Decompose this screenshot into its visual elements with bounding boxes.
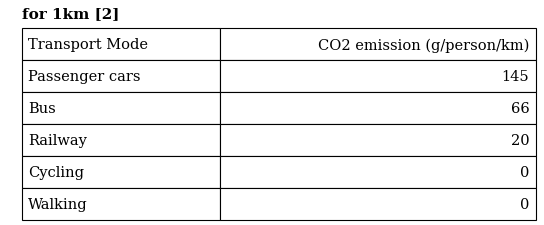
Bar xyxy=(220,125,536,157)
Text: 0: 0 xyxy=(520,166,529,180)
Bar xyxy=(220,157,536,189)
Bar xyxy=(22,61,220,93)
Text: Bus: Bus xyxy=(28,102,56,116)
Text: Railway: Railway xyxy=(28,134,87,148)
Bar xyxy=(22,29,220,61)
Text: Walking: Walking xyxy=(28,198,88,212)
Bar xyxy=(22,125,220,157)
Bar xyxy=(220,189,536,220)
Text: Cycling: Cycling xyxy=(28,166,84,180)
Text: 66: 66 xyxy=(511,102,529,116)
Bar xyxy=(22,189,220,220)
Text: CO2 emission (g/person/km): CO2 emission (g/person/km) xyxy=(318,38,529,52)
Text: 145: 145 xyxy=(502,70,529,84)
Text: Transport Mode: Transport Mode xyxy=(28,38,149,52)
Text: for 1km [2]: for 1km [2] xyxy=(22,7,119,21)
Text: Passenger cars: Passenger cars xyxy=(28,70,141,84)
Bar xyxy=(220,93,536,125)
Bar xyxy=(22,93,220,125)
Text: 20: 20 xyxy=(511,134,529,148)
Bar xyxy=(22,157,220,189)
Bar xyxy=(220,61,536,93)
Text: 0: 0 xyxy=(520,198,529,212)
Bar xyxy=(220,29,536,61)
